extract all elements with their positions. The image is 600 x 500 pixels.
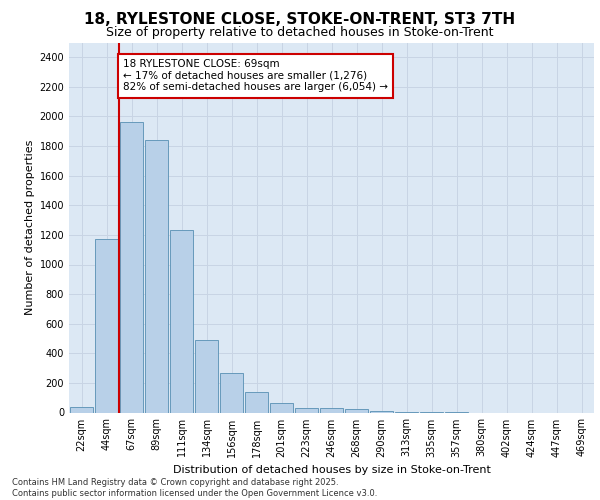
Bar xyxy=(195,340,218,412)
Bar xyxy=(245,392,268,412)
Text: Size of property relative to detached houses in Stoke-on-Trent: Size of property relative to detached ho… xyxy=(106,26,494,39)
Bar xyxy=(145,140,168,412)
Bar xyxy=(270,403,293,412)
Bar xyxy=(120,122,143,412)
Bar xyxy=(295,408,318,412)
Bar xyxy=(320,408,343,412)
Bar xyxy=(220,372,243,412)
Text: 18 RYLESTONE CLOSE: 69sqm
← 17% of detached houses are smaller (1,276)
82% of se: 18 RYLESTONE CLOSE: 69sqm ← 17% of detac… xyxy=(123,59,388,92)
Bar xyxy=(370,411,393,412)
Bar xyxy=(170,230,193,412)
Bar xyxy=(345,409,368,412)
Y-axis label: Number of detached properties: Number of detached properties xyxy=(25,140,35,315)
Bar xyxy=(95,238,118,412)
Text: 18, RYLESTONE CLOSE, STOKE-ON-TRENT, ST3 7TH: 18, RYLESTONE CLOSE, STOKE-ON-TRENT, ST3… xyxy=(85,12,515,28)
Bar xyxy=(70,408,93,412)
Text: Contains HM Land Registry data © Crown copyright and database right 2025.
Contai: Contains HM Land Registry data © Crown c… xyxy=(12,478,377,498)
X-axis label: Distribution of detached houses by size in Stoke-on-Trent: Distribution of detached houses by size … xyxy=(173,465,490,475)
